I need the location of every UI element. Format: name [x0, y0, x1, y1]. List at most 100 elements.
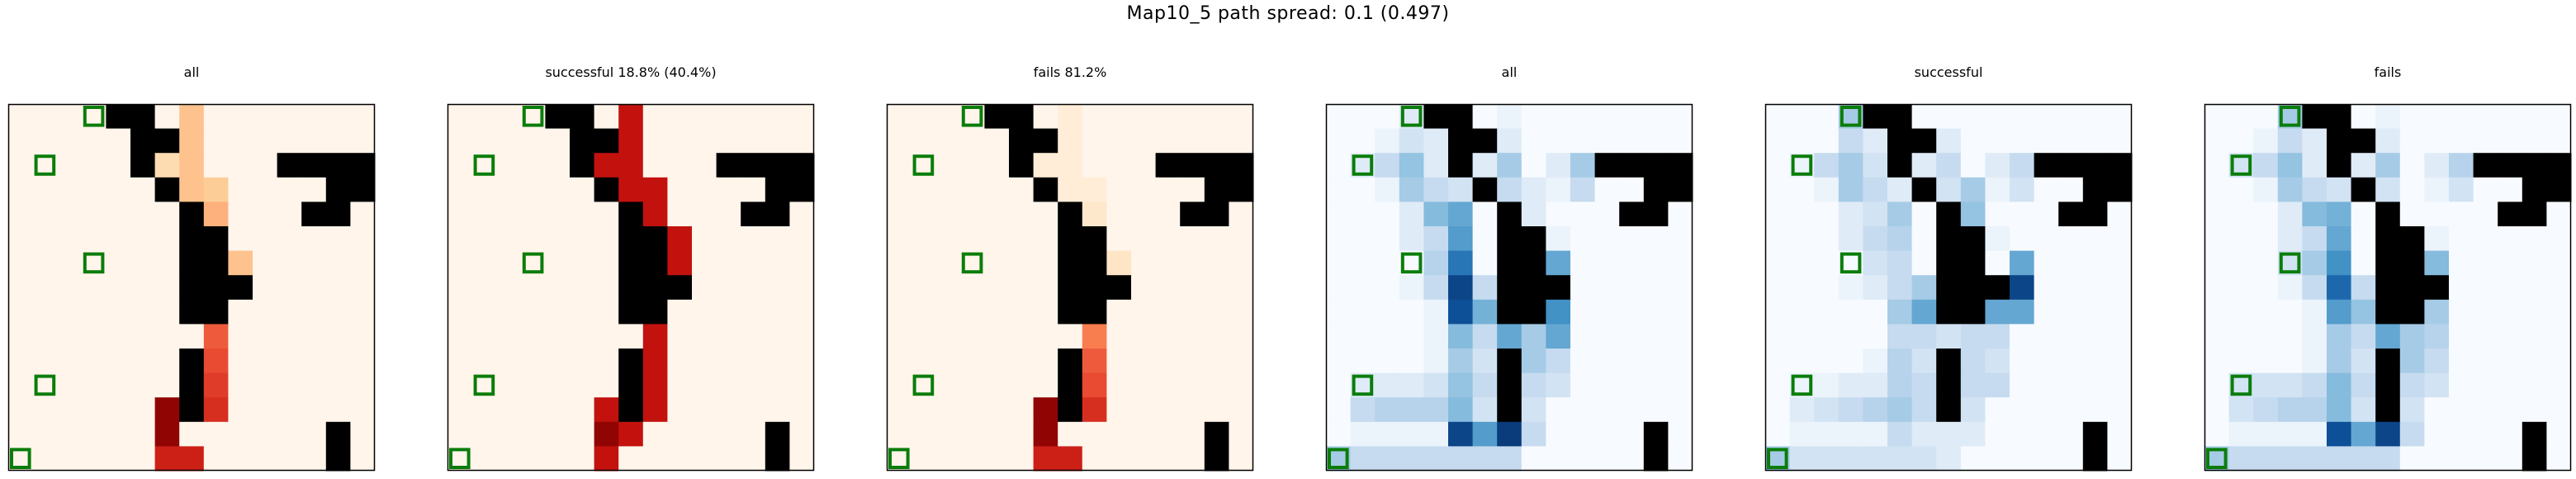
heat-cell [2546, 250, 2572, 276]
heat-cell [1229, 226, 1254, 252]
heat-cell [2327, 299, 2352, 325]
heat-cell [2424, 104, 2450, 130]
heat-cell [1619, 250, 1645, 276]
obstacle-cell [1619, 202, 1645, 227]
heat-cell [2034, 202, 2059, 227]
heat-cell [2277, 202, 2303, 227]
heat-cell [1326, 349, 1352, 374]
heat-cell [1594, 397, 1620, 423]
heat-cell [1765, 397, 1791, 423]
heat-cell [325, 397, 351, 423]
goal-marker [1352, 374, 1374, 396]
heat-cell [2204, 226, 2230, 252]
heat-cell [1497, 128, 1522, 154]
heat-cell [959, 324, 985, 349]
heat-cell [1106, 177, 1132, 202]
heat-cell [447, 128, 473, 154]
heat-cell [1911, 226, 1937, 252]
heat-cell [716, 372, 741, 398]
heat-cell [570, 397, 595, 423]
heat-cell [1009, 250, 1035, 276]
obstacle-cell [2082, 177, 2108, 202]
goal-marker [2230, 154, 2252, 176]
obstacle-cell [594, 177, 619, 202]
heat-cell [1814, 299, 1840, 325]
heat-cell [2522, 250, 2547, 276]
obstacle-cell [1033, 177, 1058, 202]
heat-cell [1033, 446, 1058, 472]
heat-cell [57, 372, 83, 398]
heat-cell [2107, 421, 2133, 447]
heat-cell [1765, 177, 1791, 202]
heat-cell [545, 226, 571, 252]
heat-cell [2399, 397, 2425, 423]
heat-cell [1448, 226, 1474, 252]
heat-cell [642, 349, 668, 374]
heat-cell [496, 202, 522, 227]
heat-cell [2449, 372, 2474, 398]
heat-cell [642, 397, 668, 423]
heat-cell [277, 324, 302, 349]
heat-cell [496, 153, 522, 178]
obstacle-cell [154, 128, 180, 154]
heat-cell [520, 177, 546, 202]
heat-cell [2498, 397, 2523, 423]
heat-cell [2204, 324, 2230, 349]
heat-cell [1350, 226, 1376, 252]
heat-cell [984, 202, 1010, 227]
obstacle-cell [1106, 275, 1132, 301]
heat-cell [520, 202, 546, 227]
obstacle-cell [2546, 177, 2572, 202]
heat-cell [545, 153, 571, 178]
heat-cell [2449, 324, 2474, 349]
obstacle-cell [1180, 153, 1205, 178]
heat-cell [594, 275, 619, 301]
heat-cell [447, 202, 473, 227]
obstacle-cell [1619, 153, 1645, 178]
heat-cell [1911, 202, 1937, 227]
heat-cell [1619, 275, 1645, 301]
heat-cell [935, 202, 961, 227]
heat-cell [935, 372, 961, 398]
heat-cell [887, 250, 912, 276]
heat-cell [57, 104, 83, 130]
obstacle-cell [2522, 153, 2547, 178]
heat-cell [2327, 324, 2352, 349]
heat-cell [1960, 202, 1986, 227]
heat-cell [8, 349, 34, 374]
heat-cell [1180, 372, 1205, 398]
heat-cell [887, 202, 912, 227]
obstacle-cell [2399, 226, 2425, 252]
heat-cell [2327, 421, 2352, 447]
heat-cell [325, 275, 351, 301]
heat-cell [2473, 104, 2498, 130]
heat-cell [203, 421, 229, 447]
heat-cell [911, 177, 936, 202]
heat-cell [1472, 421, 1498, 447]
heat-cell [2228, 275, 2254, 301]
obstacle-cell [228, 275, 253, 301]
obstacle-cell [301, 202, 327, 227]
heat-cell [1448, 349, 1474, 374]
heat-cell [667, 153, 693, 178]
heat-cell [32, 128, 58, 154]
heat-cell [471, 250, 497, 276]
heat-cell [1863, 324, 1888, 349]
heat-cell [325, 128, 351, 154]
panel-title: fails 81.2% [1033, 64, 1107, 80]
heat-cell [1472, 299, 1498, 325]
heat-cell [2107, 275, 2133, 301]
heat-cell [106, 446, 131, 472]
heat-cell [911, 128, 936, 154]
goal-marker [449, 448, 471, 469]
heat-cell [301, 299, 327, 325]
heat-cell [2277, 275, 2303, 301]
heat-cell [984, 349, 1010, 374]
heat-cell [2107, 250, 2133, 276]
heat-cell [789, 397, 815, 423]
heat-cell [1521, 349, 1546, 374]
heat-cell [1375, 349, 1400, 374]
heat-cell [301, 104, 327, 130]
obstacle-cell [2375, 397, 2401, 423]
heat-cell [228, 299, 253, 325]
